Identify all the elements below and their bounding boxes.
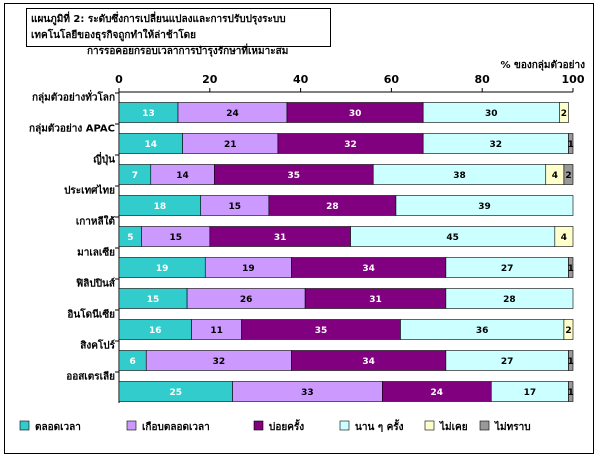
legend-label: นาน ๆ ครั้ง bbox=[355, 419, 404, 433]
bar-segment bbox=[445, 288, 574, 309]
data-label: 27 bbox=[501, 264, 514, 274]
data-label: 16 bbox=[149, 326, 162, 336]
data-label: 28 bbox=[326, 202, 339, 212]
data-label: 4 bbox=[561, 233, 567, 243]
data-label: 34 bbox=[362, 264, 375, 274]
data-label: 2 bbox=[565, 171, 571, 181]
x-tick-label: 20 bbox=[202, 73, 218, 86]
bar-segment bbox=[568, 381, 574, 402]
data-label: 11 bbox=[210, 326, 223, 336]
data-label: 1 bbox=[568, 357, 574, 367]
legend-swatch bbox=[126, 420, 137, 431]
data-label: 4 bbox=[552, 171, 558, 181]
data-label: 1 bbox=[568, 264, 574, 274]
bar-segment bbox=[554, 226, 574, 247]
data-label: 45 bbox=[446, 233, 459, 243]
legend-label: เกือบตลอดเวลา bbox=[142, 421, 210, 433]
data-label: 39 bbox=[478, 202, 491, 212]
x-tick-label: 60 bbox=[384, 73, 400, 86]
data-label: 36 bbox=[476, 326, 489, 336]
data-label: 35 bbox=[288, 171, 301, 181]
category-label: สิงคโปร์ bbox=[80, 339, 115, 352]
data-label: 32 bbox=[344, 140, 357, 150]
data-label: 14 bbox=[176, 171, 189, 181]
data-label: 25 bbox=[169, 388, 182, 398]
legend-swatch bbox=[479, 420, 490, 431]
data-label: 24 bbox=[431, 388, 444, 398]
data-label: 30 bbox=[349, 109, 362, 119]
data-label: 24 bbox=[226, 109, 239, 119]
bars: 13 24 30 30 214 21 32 32 17 14 35 38 4 218 15 28 395 15 31… bbox=[118, 102, 574, 402]
x-tick-label: 0 bbox=[115, 73, 123, 86]
data-label: 26 bbox=[240, 295, 253, 305]
data-label: 2 bbox=[561, 109, 567, 119]
category-label: ออสเตรเลีย bbox=[66, 371, 115, 383]
chart-title: แผนภูมิที่ 2: ระดับซึ่งการเปลี่ยนแปลงและ… bbox=[26, 8, 331, 57]
category-label: ฟิลิปปินส์ bbox=[76, 278, 116, 290]
data-label: 6 bbox=[129, 357, 135, 367]
bar-segment bbox=[568, 133, 574, 154]
data-label: 34 bbox=[362, 357, 375, 367]
legend-swatch bbox=[19, 420, 30, 431]
bar-segment bbox=[563, 319, 574, 340]
chart-title-line2: การรอคอยกรอบเวลาการบำรุงรักษาที่เหมาะสม bbox=[87, 46, 289, 57]
data-label: 28 bbox=[503, 295, 516, 305]
data-label: 38 bbox=[453, 171, 466, 181]
data-label: 15 bbox=[169, 233, 182, 243]
data-label: 32 bbox=[490, 140, 503, 150]
data-label: 31 bbox=[274, 233, 287, 243]
data-label: 7 bbox=[132, 171, 138, 181]
category-label: กลุ่มตัวอย่างทั่วโลก bbox=[32, 90, 115, 104]
data-label: 32 bbox=[213, 357, 226, 367]
legend-label: ไม่เคย bbox=[439, 420, 468, 433]
legend: ตลอดเวลา เกือบตลอดเวลา บ่อยครั้ง นาน ๆ ครั้… bbox=[19, 419, 531, 433]
legend-swatch bbox=[424, 420, 435, 431]
category-label: ญี่ปุ่น bbox=[93, 152, 115, 166]
x-tick-label: 100 bbox=[562, 73, 585, 86]
data-label: 33 bbox=[301, 388, 314, 398]
data-label: 1 bbox=[568, 140, 574, 150]
legend-swatch bbox=[339, 420, 350, 431]
category-label: อินโดนีเซีย bbox=[67, 308, 115, 321]
data-label: 17 bbox=[524, 388, 537, 398]
category-label: กลุ่มตัวอย่าง APAC bbox=[29, 123, 115, 135]
legend-label: ไม่ทราบ bbox=[494, 420, 531, 433]
legend-swatch bbox=[253, 420, 264, 431]
x-tick-label: 80 bbox=[475, 73, 491, 86]
category-label: ประเทศไทย bbox=[64, 184, 115, 197]
data-label: 18 bbox=[154, 202, 167, 212]
data-label: 15 bbox=[147, 295, 160, 305]
data-label: 19 bbox=[156, 264, 169, 274]
data-label: 1 bbox=[568, 388, 574, 398]
bar-segment bbox=[559, 102, 569, 123]
data-label: 30 bbox=[485, 109, 498, 119]
category-label: เกาหลีใต้ bbox=[76, 215, 115, 228]
data-label: 2 bbox=[565, 326, 571, 336]
bar-segment bbox=[568, 350, 574, 371]
data-label: 31 bbox=[369, 295, 382, 305]
legend-label: บ่อยครั้ง bbox=[269, 419, 304, 433]
data-label: 35 bbox=[315, 326, 328, 336]
legend-label: ตลอดเวลา bbox=[35, 422, 81, 433]
unit-label: % ของกลุ่มตัวอย่าง bbox=[501, 59, 586, 71]
data-label: 27 bbox=[501, 357, 514, 367]
data-label: 13 bbox=[142, 109, 155, 119]
data-label: 19 bbox=[242, 264, 255, 274]
chart-title-line1: ระดับซึ่งการเปลี่ยนแปลงและการปรับปรุงระบ… bbox=[31, 14, 286, 41]
data-label: 21 bbox=[224, 140, 237, 150]
bar-segment bbox=[395, 195, 574, 216]
chart-title-label: แผนภูมิที่ 2: bbox=[31, 14, 85, 25]
category-label: มาเลเซีย bbox=[77, 247, 115, 259]
data-label: 14 bbox=[145, 140, 158, 150]
data-label: 15 bbox=[229, 202, 242, 212]
x-tick-label: 40 bbox=[293, 73, 309, 86]
data-label: 5 bbox=[127, 233, 133, 243]
bar-segment bbox=[563, 164, 574, 185]
bar-segment bbox=[568, 257, 574, 278]
